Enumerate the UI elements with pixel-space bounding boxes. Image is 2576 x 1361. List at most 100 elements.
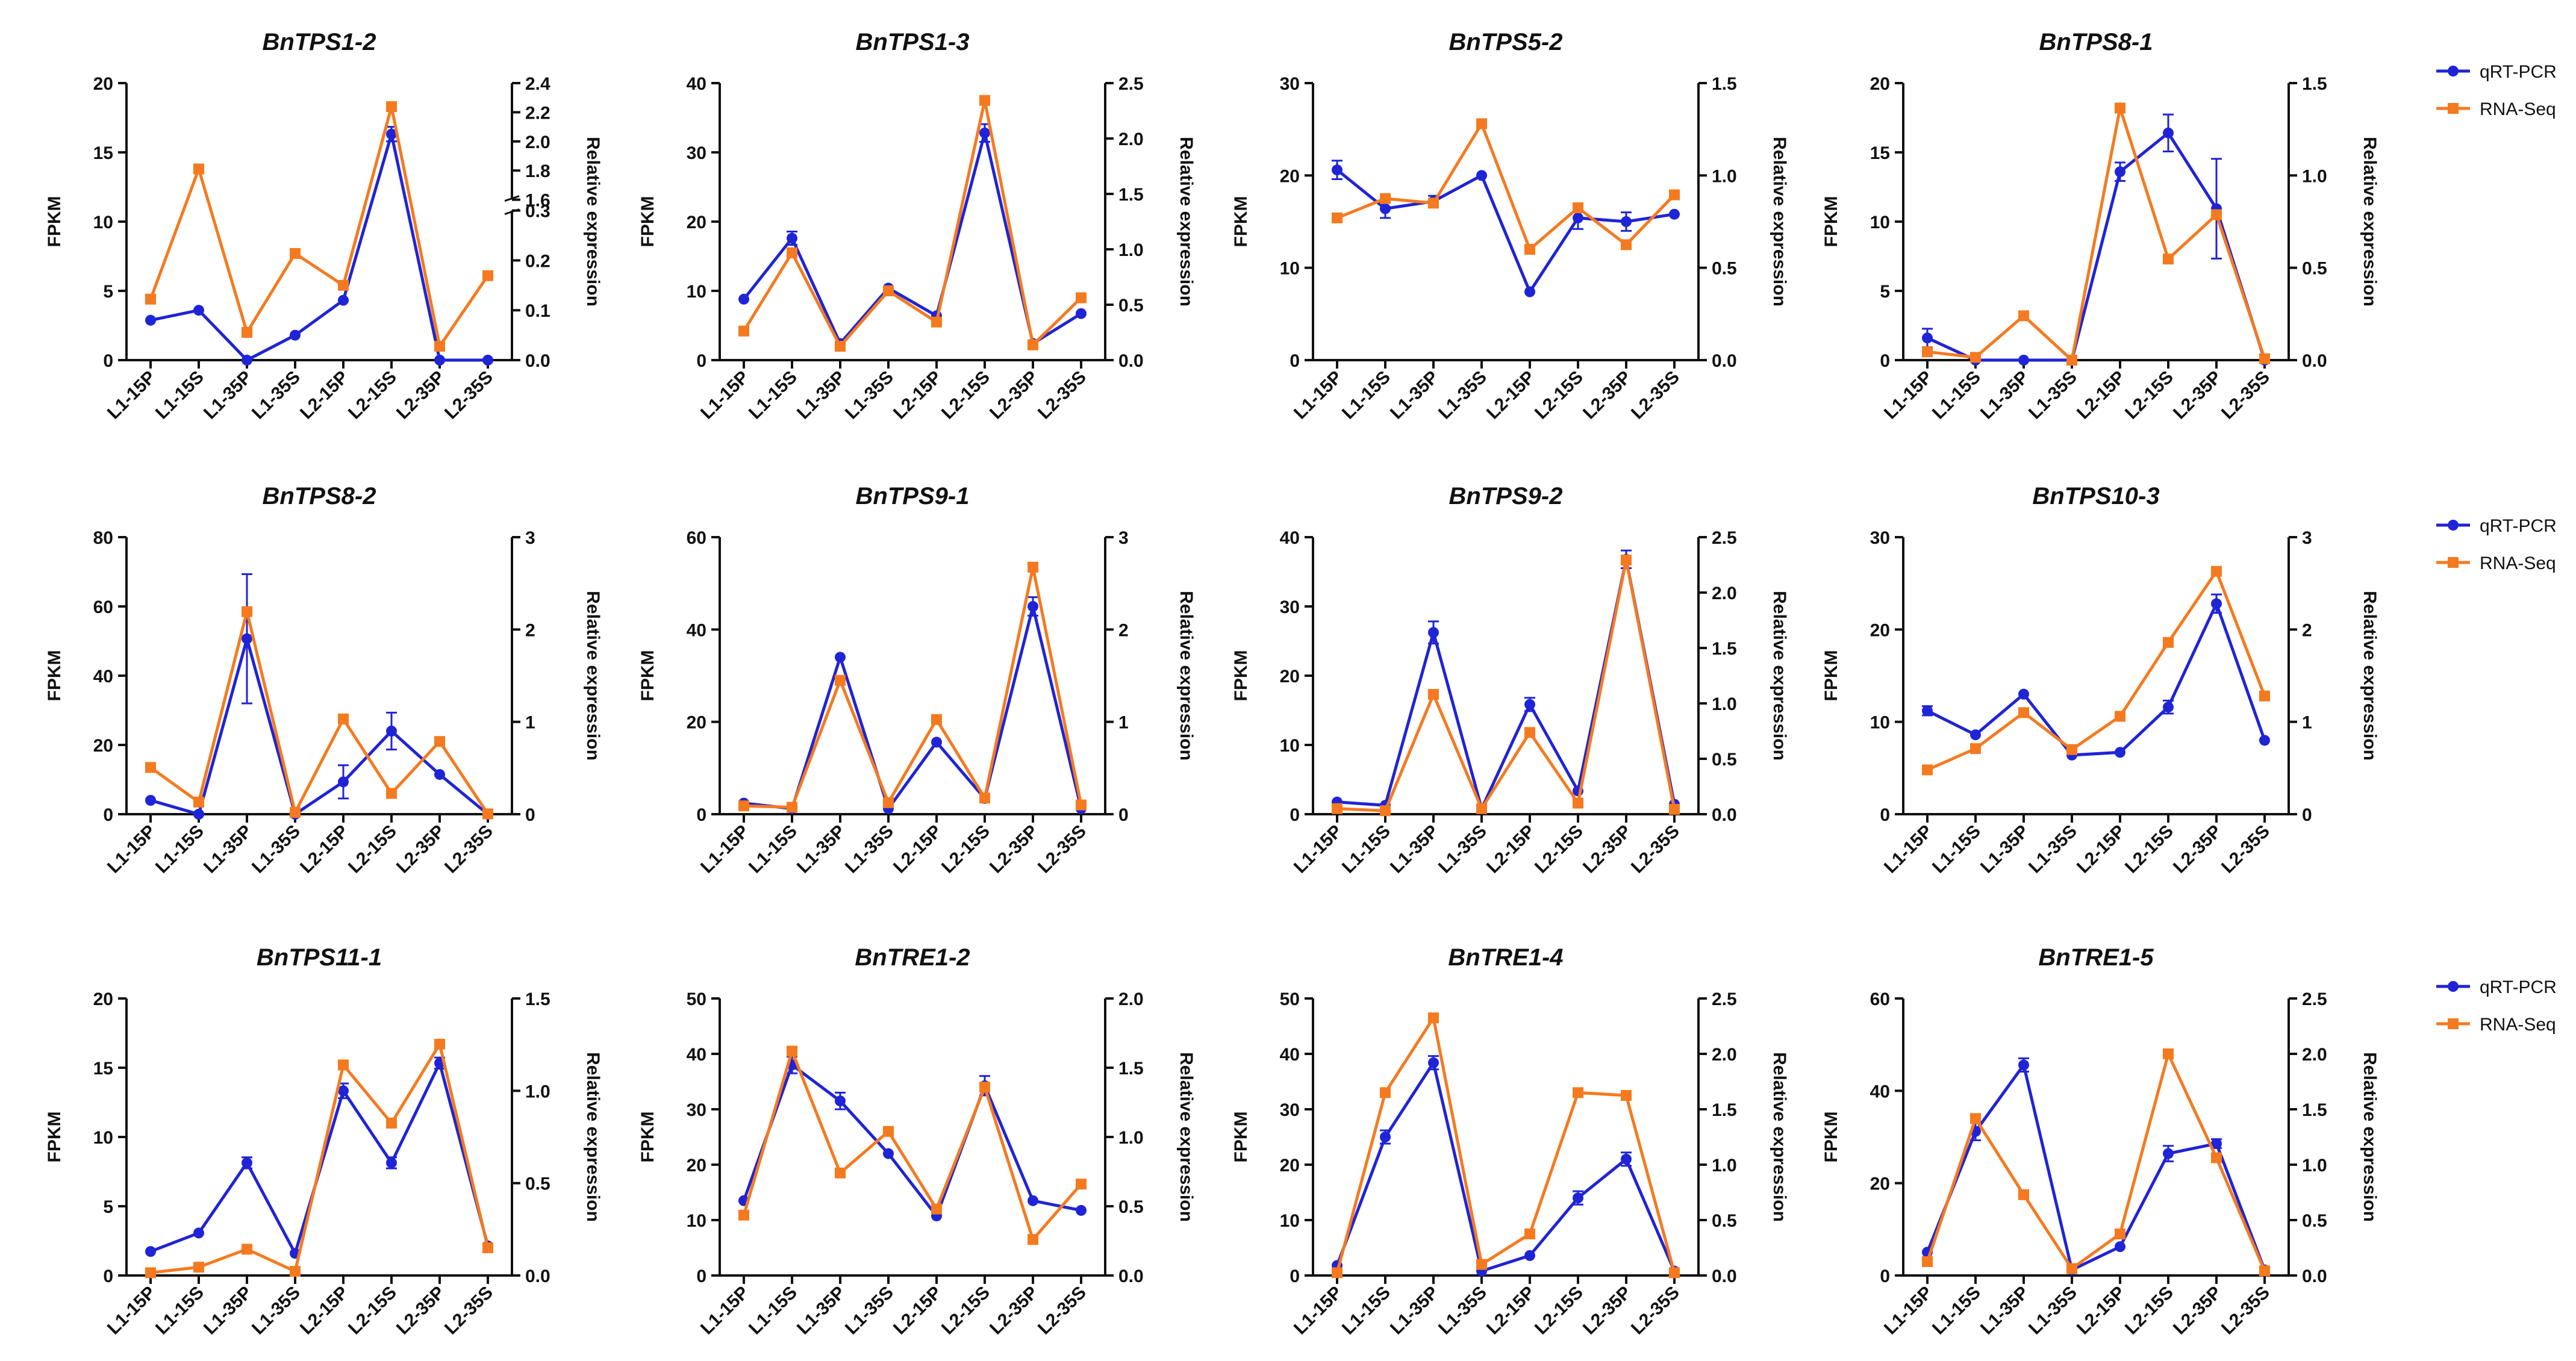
x-tick-label: L1-15P bbox=[1880, 367, 1936, 423]
data-point-rna-seq bbox=[1922, 764, 1933, 776]
y-tick-label-left: 10 bbox=[1280, 1211, 1300, 1231]
data-point-qrt-pcr bbox=[386, 1157, 397, 1168]
x-tick-label: L1-15P bbox=[1290, 367, 1346, 423]
data-point-qrt-pcr bbox=[386, 726, 397, 737]
y-tick-label-right: 2.0 bbox=[1712, 1045, 1737, 1065]
data-point-rna-seq bbox=[1332, 212, 1343, 223]
x-tick-label: L2-35S bbox=[1034, 1283, 1090, 1339]
x-tick-label: L2-35S bbox=[1627, 1283, 1683, 1339]
x-tick-label: L2-35P bbox=[393, 1283, 449, 1339]
x-tick-label: L1-15S bbox=[1929, 367, 1985, 423]
chart-panel-8: BnTPS10-3 0 10 20 30 0 1 2 3 L1-15PL1-15SL1-35PL1… bbox=[1821, 483, 2380, 877]
y-tick-label-right: 1.0 bbox=[2302, 1156, 2327, 1176]
series-line-qrt-pcr bbox=[742, 1062, 1082, 1219]
data-point-qrt-pcr bbox=[1076, 308, 1087, 319]
data-point-rna-seq bbox=[1476, 118, 1487, 129]
data-point-rna-seq bbox=[1970, 352, 1981, 363]
x-tick-label: L2-15P bbox=[1483, 1283, 1539, 1339]
legend-label-qrt-pcr: qRT-PCR bbox=[2480, 977, 2557, 997]
data-point-rna-seq bbox=[2066, 1263, 2077, 1274]
x-tick-label: L2-15S bbox=[2121, 821, 2177, 877]
data-point-qrt-pcr bbox=[787, 232, 797, 244]
y-axis-label-right: Relative expression bbox=[1770, 137, 1789, 307]
y-tick-label-right: 1.5 bbox=[2302, 74, 2327, 94]
data-point-rna-seq bbox=[482, 270, 493, 281]
x-tick-label: L1-35P bbox=[1386, 821, 1442, 877]
y-tick-label-right: 0.5 bbox=[1712, 259, 1737, 279]
data-point-rna-seq bbox=[1076, 292, 1087, 304]
data-point-rna-seq bbox=[1076, 799, 1087, 811]
y-tick-label-left: 30 bbox=[1870, 528, 1890, 548]
data-point-rna-seq bbox=[2115, 711, 2125, 722]
data-point-qrt-pcr bbox=[2211, 1138, 2222, 1150]
series-line-rna-seq bbox=[743, 567, 1083, 809]
y-tick-label-left: 10 bbox=[93, 213, 113, 232]
legend-marker-rna-seq bbox=[2448, 103, 2459, 114]
y-tick-label-right: 1.5 bbox=[1118, 1059, 1144, 1079]
y-tick-label-left: 0 bbox=[1290, 1266, 1300, 1286]
chart-title: BnTRE1-2 bbox=[855, 944, 970, 971]
data-point-rna-seq bbox=[1970, 743, 1981, 755]
y-tick-label-right: 1.0 bbox=[525, 1082, 550, 1101]
y-tick-label-right: 2.0 bbox=[2302, 1045, 2327, 1065]
series-line-qrt-pcr bbox=[743, 606, 1083, 812]
y-tick-label-left: 30 bbox=[1280, 597, 1300, 617]
series-line-rna-seq bbox=[150, 1040, 490, 1274]
x-tick-label: L1-15S bbox=[1338, 1283, 1394, 1339]
data-point-rna-seq bbox=[1573, 202, 1583, 213]
x-tick-label: L1-35P bbox=[1386, 367, 1442, 423]
data-point-qrt-pcr bbox=[145, 1246, 156, 1257]
y-tick-label-left: 0 bbox=[696, 1266, 706, 1286]
y-axis-label-left: FPKM bbox=[1821, 196, 1841, 248]
x-tick-label: L1-35P bbox=[1977, 1283, 2033, 1339]
data-point-qrt-pcr bbox=[1380, 203, 1391, 214]
data-point-qrt-pcr bbox=[1970, 729, 1981, 741]
y-axis-label-left: FPKM bbox=[45, 196, 64, 248]
x-tick-label: L1-15P bbox=[104, 367, 160, 423]
data-point-qrt-pcr bbox=[979, 127, 990, 139]
data-point-rna-seq bbox=[1524, 244, 1535, 255]
data-point-rna-seq bbox=[1621, 554, 1632, 565]
data-point-rna-seq bbox=[338, 279, 349, 291]
y-tick-label-right: 1.6 bbox=[525, 191, 550, 211]
legend-row-3: qRT-PCR RNA-Seq bbox=[2436, 977, 2557, 1035]
data-point-rna-seq bbox=[1669, 189, 1680, 201]
chart-title: BnTPS5-2 bbox=[1449, 29, 1563, 55]
y-tick-label-left: 40 bbox=[93, 667, 113, 687]
data-point-rna-seq bbox=[2163, 254, 2174, 265]
y-tick-label-left: 0 bbox=[103, 351, 113, 371]
data-point-rna-seq bbox=[835, 674, 846, 686]
y-tick-label-left: 10 bbox=[93, 1128, 113, 1148]
data-point-rna-seq bbox=[787, 1045, 797, 1057]
x-tick-label: L2-15S bbox=[1531, 821, 1587, 877]
chart-panel-4: BnTPS8-1 0 5 10 15 20 0.0 0.5 1.0 1.5 L1-15PL1-15S… bbox=[1821, 29, 2380, 423]
y-tick-label-left: 5 bbox=[103, 1197, 113, 1217]
x-tick-label: L2-15S bbox=[938, 821, 994, 877]
chart-title: BnTPS1-2 bbox=[263, 29, 376, 55]
y-axis-label-right: Relative expression bbox=[2360, 591, 2380, 761]
y-tick-label-right: 1 bbox=[525, 713, 535, 733]
data-point-rna-seq bbox=[242, 327, 252, 338]
data-point-qrt-pcr bbox=[1621, 216, 1632, 227]
data-point-rna-seq bbox=[931, 1203, 942, 1215]
legend-row-1: qRT-PCR RNA-Seq bbox=[2436, 62, 2557, 119]
y-axis-label-right: Relative expression bbox=[1770, 1052, 1789, 1222]
y-tick-label-left: 30 bbox=[687, 1100, 706, 1120]
data-point-rna-seq bbox=[979, 95, 990, 106]
y-tick-label-right: 2.5 bbox=[1712, 989, 1737, 1009]
data-point-rna-seq bbox=[2211, 209, 2222, 220]
y-tick-label-right: 3 bbox=[1118, 528, 1129, 548]
x-tick-label: L2-35P bbox=[1579, 821, 1635, 877]
data-point-rna-seq bbox=[2259, 353, 2270, 364]
x-tick-label: L1-35S bbox=[841, 821, 897, 877]
series-line-qrt-pcr bbox=[1335, 1059, 1676, 1273]
chart-panel-7: BnTPS9-2 0 10 20 30 40 0.0 0.5 1.0 1.5 2.0 2.5 L1-15… bbox=[1231, 483, 1789, 877]
x-tick-label: L2-15P bbox=[296, 1283, 352, 1339]
y-tick-label-right: 1 bbox=[1118, 713, 1129, 733]
x-tick-label: L2-35P bbox=[986, 821, 1042, 877]
y-tick-label-right: 0.2 bbox=[525, 251, 550, 271]
series-line-qrt-pcr bbox=[1926, 1061, 2266, 1272]
x-tick-label: L1-35S bbox=[248, 367, 304, 423]
y-tick-label-left: 10 bbox=[1280, 259, 1300, 279]
y-tick-label-right: 1.0 bbox=[1712, 1156, 1737, 1176]
